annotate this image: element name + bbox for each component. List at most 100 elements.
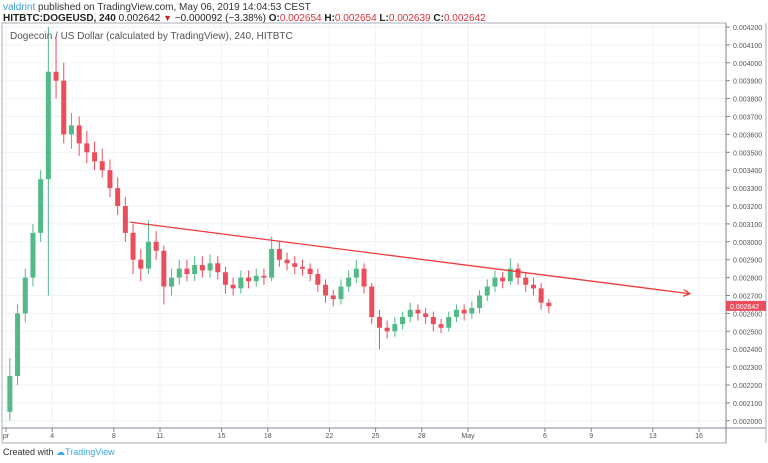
candle-body bbox=[315, 274, 321, 285]
candle-body bbox=[99, 161, 105, 171]
candle bbox=[446, 311, 452, 332]
symbol-info: HITBTC:DOGEUSD, 240 0.002642 ▼ −0.000092… bbox=[3, 13, 486, 24]
candle bbox=[453, 304, 459, 323]
x-tick-label: 9 bbox=[589, 433, 593, 440]
candle-body bbox=[400, 316, 406, 325]
candle-body bbox=[376, 316, 382, 328]
candle-body bbox=[122, 206, 128, 233]
candle bbox=[215, 256, 221, 280]
candle bbox=[22, 268, 28, 323]
candle-body bbox=[307, 268, 313, 275]
down-triangle-icon: ▼ bbox=[163, 13, 172, 23]
y-tick-label: 0.003800 bbox=[733, 97, 762, 104]
candle bbox=[438, 318, 444, 334]
candle bbox=[500, 272, 506, 289]
candle bbox=[184, 259, 190, 282]
candle bbox=[61, 62, 67, 144]
candle-body bbox=[176, 268, 182, 278]
x-tick-label: 28 bbox=[418, 433, 426, 440]
candle bbox=[138, 248, 144, 282]
last-price: 0.002642 bbox=[118, 13, 161, 24]
candle-body bbox=[353, 268, 359, 278]
candle-body bbox=[446, 316, 452, 328]
candle bbox=[384, 320, 390, 339]
candle-body bbox=[207, 263, 213, 271]
candle bbox=[15, 304, 21, 385]
close-label: C: bbox=[433, 13, 444, 24]
candle-body bbox=[276, 248, 282, 260]
candle-body bbox=[407, 309, 413, 317]
candle bbox=[207, 254, 213, 278]
candle bbox=[246, 270, 252, 289]
candle-body bbox=[292, 263, 298, 267]
candle-body bbox=[68, 125, 74, 135]
candle bbox=[276, 241, 282, 267]
candle-body bbox=[346, 277, 352, 287]
candle bbox=[68, 112, 74, 149]
open-value: 0.002654 bbox=[279, 13, 322, 24]
candle bbox=[122, 197, 128, 242]
candle bbox=[45, 27, 51, 296]
candle-body bbox=[184, 268, 190, 275]
candle bbox=[361, 263, 367, 294]
candle-body bbox=[530, 284, 536, 289]
high-value: 0.002654 bbox=[334, 13, 377, 24]
candle-body bbox=[323, 284, 329, 296]
candle-body bbox=[238, 277, 244, 289]
candle-body bbox=[76, 125, 82, 144]
high-label: H: bbox=[324, 13, 335, 24]
candle-body bbox=[461, 309, 467, 314]
candle-body bbox=[438, 324, 444, 328]
x-tick-label: 18 bbox=[264, 433, 272, 440]
candle-body bbox=[30, 232, 36, 278]
candle bbox=[461, 304, 467, 321]
candle bbox=[7, 358, 13, 421]
chart-title: Dogecoin / US Dollar (calculated by Trad… bbox=[10, 31, 293, 42]
candle bbox=[330, 290, 336, 307]
x-tick-label: 25 bbox=[372, 433, 380, 440]
candle bbox=[99, 148, 105, 178]
y-tick-label: 0.003300 bbox=[733, 186, 762, 193]
y-tick-label: 0.003400 bbox=[733, 168, 762, 175]
x-tick-label: pr bbox=[3, 433, 10, 440]
candle bbox=[323, 279, 329, 303]
x-tick-label: 6 bbox=[543, 433, 547, 440]
candle bbox=[269, 236, 275, 282]
y-tick-label: 0.002700 bbox=[733, 294, 762, 301]
candle bbox=[530, 277, 536, 296]
price-change: −0.000092 (−3.38%) bbox=[174, 13, 266, 24]
candle bbox=[353, 259, 359, 283]
x-tick-label: 13 bbox=[649, 433, 657, 440]
candle bbox=[115, 177, 121, 215]
x-tick-label: 16 bbox=[695, 433, 703, 440]
candle-body bbox=[53, 71, 59, 81]
candle bbox=[338, 279, 344, 305]
candle bbox=[53, 35, 59, 99]
y-tick-label: 0.003000 bbox=[733, 240, 762, 247]
trendline-arrow-icon bbox=[683, 289, 692, 297]
candle bbox=[253, 268, 259, 287]
candle-body bbox=[22, 277, 28, 314]
candle-body bbox=[384, 327, 390, 332]
trendline bbox=[129, 221, 690, 295]
publish-info: valdrint published on TradingView.com, M… bbox=[3, 2, 311, 13]
author-link[interactable]: valdrint bbox=[3, 2, 36, 13]
candle bbox=[84, 130, 90, 164]
candle bbox=[38, 170, 44, 242]
candle-body bbox=[138, 259, 144, 269]
candle bbox=[176, 259, 182, 285]
candle bbox=[145, 220, 151, 275]
candle bbox=[369, 282, 375, 325]
candle-body bbox=[299, 266, 305, 269]
x-tick-label: 22 bbox=[326, 433, 334, 440]
x-tick-label: 4 bbox=[50, 433, 54, 440]
y-tick-label: 0.003900 bbox=[733, 79, 762, 86]
candle-body bbox=[153, 241, 159, 251]
candle-body bbox=[222, 272, 228, 285]
y-tick-label: 0.004200 bbox=[733, 25, 762, 32]
candle bbox=[192, 256, 198, 282]
candle-body bbox=[500, 277, 506, 282]
candle bbox=[261, 268, 267, 285]
tradingview-link[interactable]: TradingView bbox=[65, 447, 115, 457]
